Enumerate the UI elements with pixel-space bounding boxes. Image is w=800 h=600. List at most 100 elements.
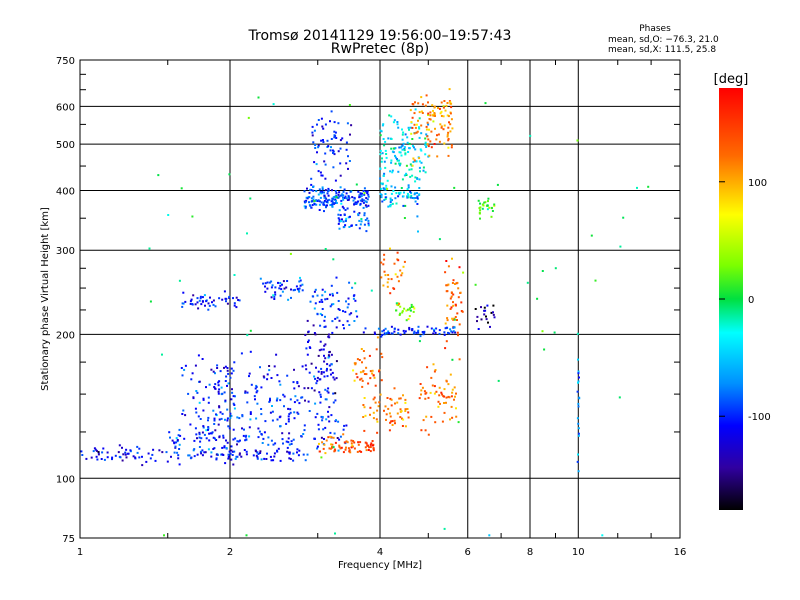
echo-point bbox=[292, 289, 295, 292]
echo-point bbox=[318, 391, 321, 394]
echo-point bbox=[244, 435, 247, 438]
echo-point bbox=[594, 279, 597, 282]
echo-point bbox=[350, 446, 353, 449]
echo-point bbox=[329, 149, 332, 152]
echo-point bbox=[314, 377, 317, 380]
echo-point bbox=[420, 96, 423, 99]
echo-point bbox=[213, 419, 216, 422]
echo-point bbox=[361, 198, 364, 201]
echo-point bbox=[245, 534, 248, 537]
echo-point bbox=[339, 186, 342, 189]
echo-point bbox=[103, 458, 106, 461]
echo-point bbox=[448, 88, 451, 91]
echo-point bbox=[310, 206, 313, 209]
echo-point bbox=[331, 331, 334, 334]
echo-point bbox=[195, 390, 198, 392]
echo-point bbox=[330, 200, 333, 203]
echo-point bbox=[421, 331, 424, 333]
echo-point bbox=[333, 134, 336, 137]
echo-point bbox=[433, 328, 435, 331]
echo-point bbox=[576, 390, 579, 393]
echo-point bbox=[372, 417, 375, 420]
echo-point bbox=[338, 309, 341, 311]
echo-point bbox=[416, 130, 419, 133]
echo-point bbox=[450, 146, 453, 149]
echo-point bbox=[283, 405, 285, 408]
echo-point bbox=[316, 445, 319, 448]
echo-point bbox=[275, 353, 278, 356]
echo-point bbox=[154, 459, 157, 462]
echo-point bbox=[398, 162, 401, 165]
echo-point bbox=[526, 281, 529, 284]
echo-point bbox=[407, 151, 410, 153]
echo-point bbox=[380, 196, 383, 199]
echo-point bbox=[384, 188, 387, 191]
echo-point bbox=[246, 334, 249, 337]
echo-point bbox=[335, 377, 338, 380]
echo-point bbox=[331, 371, 334, 374]
echo-point bbox=[361, 200, 364, 203]
echo-point bbox=[383, 332, 386, 335]
echo-point bbox=[301, 396, 304, 399]
echo-point bbox=[402, 195, 405, 198]
echo-point bbox=[138, 456, 141, 459]
echo-point bbox=[327, 410, 329, 413]
echo-point bbox=[303, 424, 306, 427]
echo-point bbox=[412, 310, 415, 313]
echo-point bbox=[360, 194, 363, 197]
echo-point bbox=[403, 191, 405, 194]
echo-point bbox=[400, 410, 403, 413]
echo-point bbox=[410, 132, 413, 135]
echo-point bbox=[323, 203, 326, 206]
echo-point bbox=[238, 453, 241, 456]
echo-point bbox=[396, 123, 399, 126]
echo-point bbox=[292, 459, 295, 462]
echo-point bbox=[227, 455, 230, 458]
echo-point bbox=[249, 413, 252, 415]
echo-point bbox=[303, 205, 306, 208]
echo-point bbox=[577, 422, 580, 425]
echo-point bbox=[228, 295, 231, 298]
echo-point bbox=[391, 202, 394, 205]
echo-point bbox=[289, 458, 292, 460]
echo-point bbox=[330, 414, 333, 417]
echo-point bbox=[399, 333, 402, 336]
echo-point bbox=[207, 427, 210, 430]
echo-point bbox=[383, 199, 386, 201]
echo-point bbox=[235, 296, 238, 299]
echo-point bbox=[407, 186, 410, 189]
echo-point bbox=[312, 324, 315, 327]
echo-point bbox=[408, 168, 411, 171]
echo-point bbox=[357, 441, 360, 444]
echo-point bbox=[440, 115, 443, 117]
echo-point bbox=[227, 372, 230, 375]
echo-point bbox=[438, 394, 441, 397]
echo-point bbox=[281, 432, 284, 435]
echo-point bbox=[327, 356, 330, 359]
echo-point bbox=[400, 154, 403, 157]
echo-point bbox=[360, 218, 363, 220]
echo-point bbox=[412, 146, 415, 149]
echo-point bbox=[444, 109, 447, 112]
echo-point bbox=[232, 395, 235, 398]
echo-point bbox=[322, 371, 325, 374]
echo-point bbox=[425, 391, 428, 394]
echo-point bbox=[233, 361, 236, 364]
echo-point bbox=[311, 131, 314, 134]
echo-point bbox=[121, 459, 124, 462]
echo-point bbox=[444, 327, 447, 330]
echo-point bbox=[339, 435, 342, 438]
echo-point bbox=[313, 375, 316, 378]
echo-point bbox=[225, 300, 227, 303]
echo-point bbox=[486, 204, 489, 207]
echo-point bbox=[373, 396, 376, 399]
echo-point bbox=[198, 401, 201, 404]
echo-point bbox=[161, 451, 164, 454]
echo-point bbox=[187, 454, 190, 457]
echo-point bbox=[305, 199, 308, 202]
echo-point bbox=[445, 104, 448, 107]
echo-point bbox=[320, 371, 323, 373]
echo-point bbox=[426, 143, 429, 146]
echo-point bbox=[451, 282, 454, 284]
echo-point bbox=[443, 395, 446, 398]
